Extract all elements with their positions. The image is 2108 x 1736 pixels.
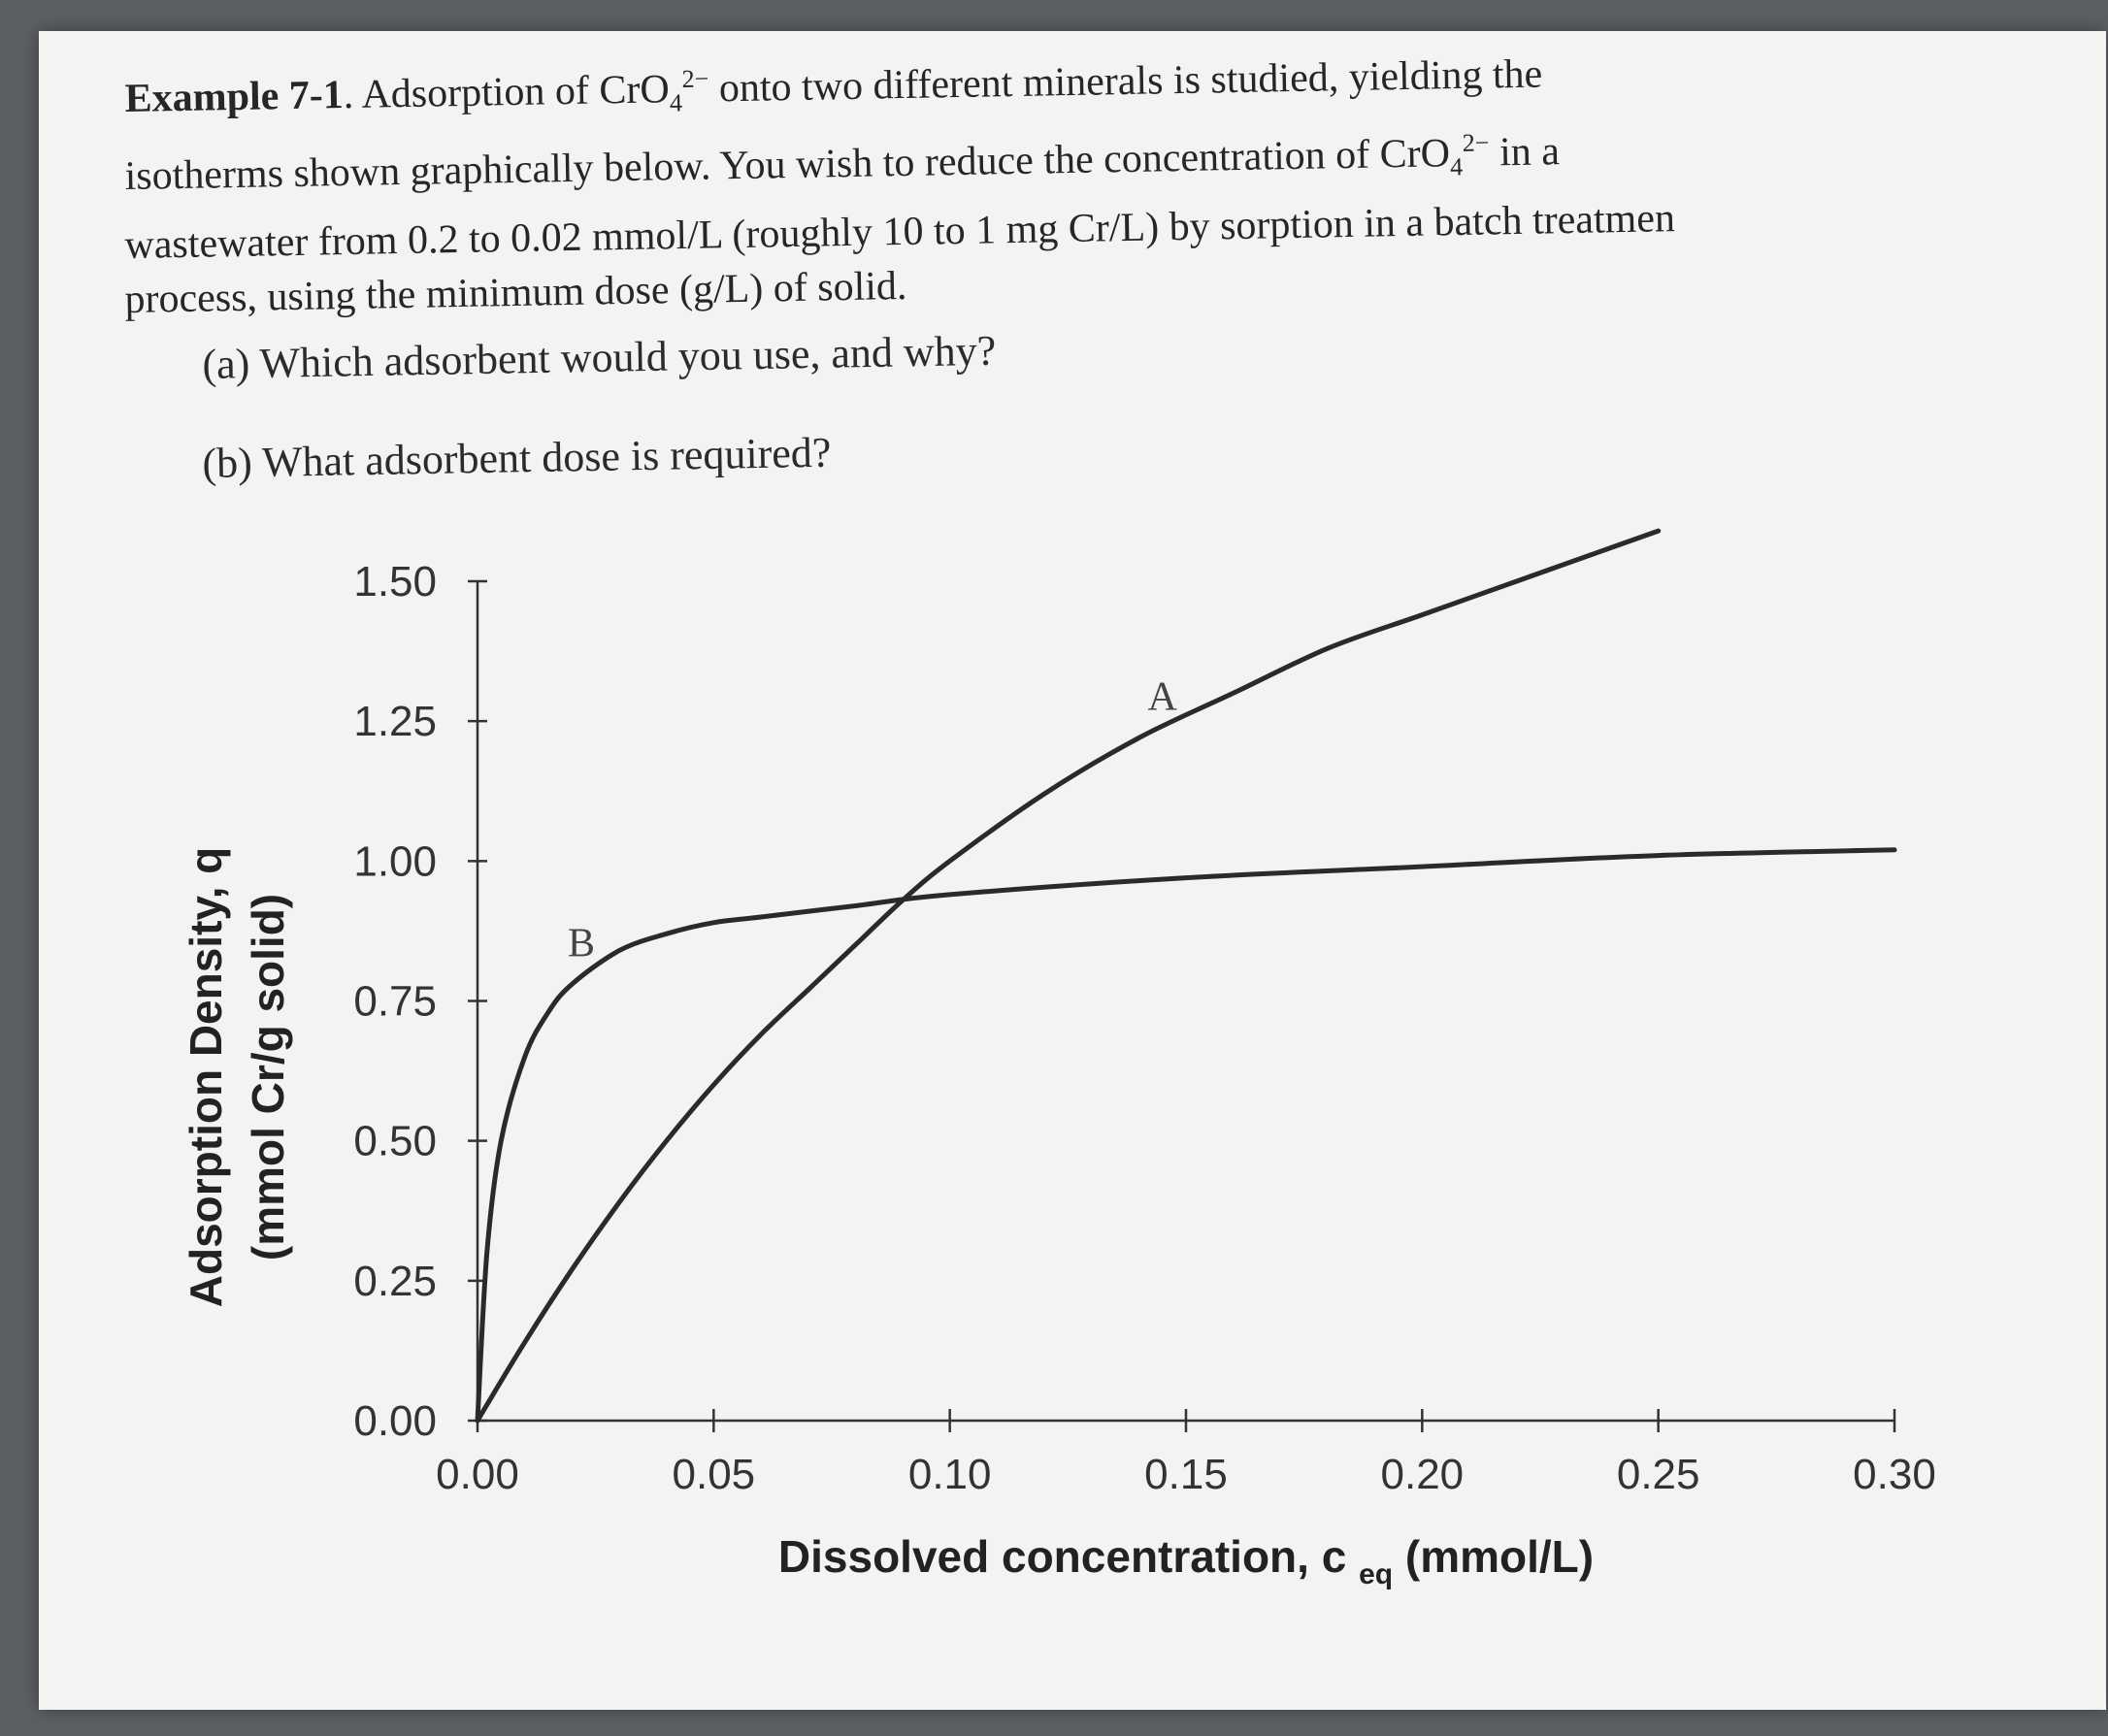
curve-label-a: A	[1147, 675, 1177, 720]
x-tick-label: 0.30	[1853, 1451, 1936, 1498]
isotherm-curve-a	[475, 528, 1662, 1424]
curve-label-b: B	[568, 921, 595, 966]
chart-axes	[476, 581, 1894, 1423]
y-tick-label: 1.50	[353, 558, 437, 606]
y-tick-label: 0.50	[353, 1118, 437, 1165]
y-tick-label: 0.00	[353, 1397, 437, 1445]
textbook-page: Example 7-1. Adsorption of CrO42− onto t…	[39, 31, 2106, 1710]
y-tick-label: 1.25	[353, 698, 437, 745]
chart-labels: A B Dissolved concentration, c eq (mmol/L)…	[181, 675, 1594, 1590]
y-tick-label: 0.75	[353, 978, 437, 1026]
y-axis-title: Adsorption Density, q	[181, 847, 231, 1308]
x-axis-title: Dissolved concentration, c eq (mmol/L)	[778, 1531, 1594, 1590]
chart-ticks: 0.00 0.25 0.50 0.75 1.00 1.25 1.50 0.00 0.05 0.10…	[353, 558, 1935, 1498]
x-tick-label: 0.20	[1381, 1451, 1465, 1498]
y-tick-label: 0.25	[353, 1258, 437, 1305]
chart-series	[475, 528, 1897, 1424]
x-tick-label: 0.05	[673, 1451, 756, 1498]
x-tick-label: 0.25	[1617, 1451, 1700, 1498]
x-tick-label: 0.10	[908, 1451, 992, 1498]
y-tick-label: 1.00	[353, 837, 437, 885]
isotherm-curve-b	[475, 847, 1897, 1424]
x-tick-label: 0.15	[1144, 1451, 1228, 1498]
x-tick-label: 0.00	[436, 1451, 519, 1498]
y-axis-unit: (mmol Cr/g solid)	[243, 894, 293, 1261]
